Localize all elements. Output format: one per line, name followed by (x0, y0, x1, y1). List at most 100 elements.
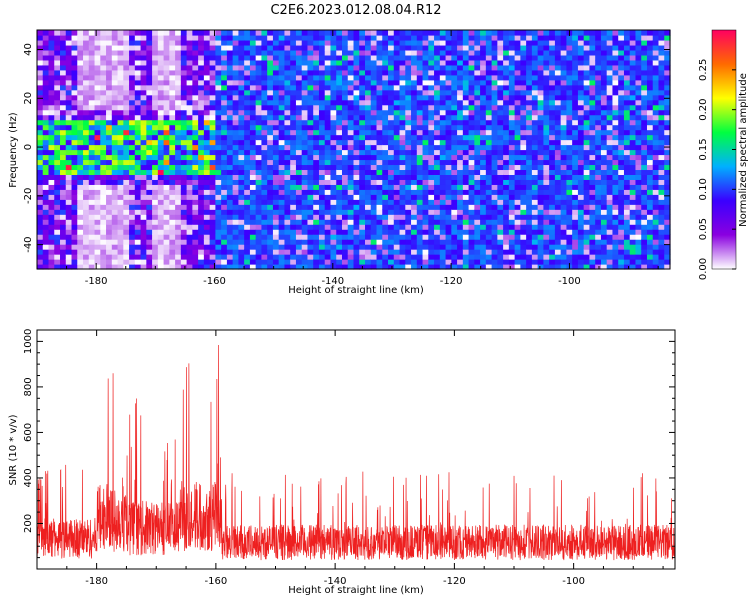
spectrogram-cell (514, 244, 521, 250)
spectrogram-cell (508, 164, 516, 171)
spectrogram-cell (169, 244, 176, 250)
spectrogram-cell (42, 129, 50, 136)
spectrogram-cell (462, 204, 470, 210)
spectrogram-cell (324, 179, 332, 185)
spectrogram-cell (399, 79, 406, 86)
spectrogram-cell (393, 149, 401, 156)
spectrogram-cell (221, 249, 228, 255)
spectrogram-cell (365, 189, 372, 195)
spectrogram-cell (261, 214, 268, 220)
spectrogram-cell (623, 229, 631, 235)
spectrogram-cell (531, 59, 539, 66)
spectrogram-cell (416, 164, 424, 171)
spectrogram-cell (623, 189, 631, 195)
spectrogram-cell (474, 59, 481, 66)
spectrogram-cell (244, 144, 251, 151)
spectrogram-cell (399, 84, 406, 91)
spectrogram-cell (526, 259, 533, 265)
spectrogram-cell (445, 164, 452, 171)
spectrogram-cell (203, 144, 211, 151)
spectrogram-cell (382, 219, 389, 225)
spectrogram-cell (290, 104, 297, 111)
spectrogram-cell (157, 34, 165, 41)
spectrogram-cell (272, 194, 280, 200)
spectrogram-cell (405, 44, 412, 51)
spectrogram-cell (347, 174, 355, 180)
spectrogram-cell (249, 104, 257, 111)
spectrogram-cell (226, 249, 234, 255)
spectrogram-cell (180, 89, 188, 96)
spectrogram-cell (416, 134, 424, 141)
spectrogram-cell (480, 39, 487, 46)
spectrogram-cell (336, 224, 343, 230)
spectrogram-cell (370, 139, 378, 146)
spectrogram-cell (623, 30, 631, 36)
spectrogram-cell (123, 154, 130, 161)
spectrogram-cell (434, 169, 441, 175)
spectrogram-cell (94, 69, 101, 76)
spectrogram-cell (623, 154, 631, 161)
spectrogram-cell (485, 79, 493, 86)
spectrogram-cell (560, 179, 568, 185)
spectrogram-cell (606, 59, 614, 66)
spectrogram-cell (526, 64, 533, 71)
spectrogram-cell (428, 69, 435, 76)
spectrogram-cell (572, 99, 579, 106)
spectrogram-cell (566, 99, 573, 106)
spectrogram-cell (284, 30, 291, 36)
spectrogram-cell (140, 174, 147, 180)
spectrogram-cell (365, 104, 372, 111)
spectrogram-cell (497, 214, 504, 220)
spectrogram-cell (508, 64, 516, 71)
spectrogram-cell (232, 59, 239, 66)
spectrogram-cell (48, 184, 55, 190)
spectrogram-cell (399, 239, 406, 245)
spectrogram-cell (163, 99, 170, 106)
spectrogram-cell (255, 204, 263, 210)
spectrogram-cell (526, 179, 533, 185)
spectrogram-cell (457, 194, 464, 200)
spectrogram-cell (123, 209, 130, 215)
spectrogram-cell (152, 129, 159, 136)
spectrogram-cell (111, 139, 119, 146)
spectrogram-cell (600, 264, 608, 270)
spectrogram-cell (186, 64, 193, 71)
spectrogram-cell (203, 104, 211, 111)
spectrogram-cell (341, 119, 349, 126)
spectrogram-cell (60, 229, 67, 235)
spectrogram-cell (42, 239, 50, 245)
spectrogram-cell (261, 224, 268, 230)
spectrogram-cell (405, 124, 412, 131)
spectrogram-cell (526, 119, 533, 126)
spectrogram-cell (244, 74, 251, 81)
spectrogram-cell (554, 214, 562, 220)
spectrogram-cell (307, 159, 314, 166)
spectrogram-cell (163, 69, 170, 76)
spectrogram-cell (577, 239, 585, 245)
spectrogram-cell (508, 219, 516, 225)
spectrogram-cell (595, 144, 602, 151)
spectrogram-cell (566, 224, 573, 230)
spectrogram-cell (434, 59, 441, 66)
spectrogram-cell (341, 104, 349, 111)
spectrogram-cell (583, 254, 591, 260)
spectrogram-cell (365, 39, 372, 46)
spectrogram-cell (111, 179, 119, 185)
spectrogram-cell (249, 174, 257, 180)
spectrogram-cell (146, 149, 153, 156)
spectrogram-cell (445, 149, 452, 156)
spectrogram-cell (169, 199, 176, 205)
spectrogram-cell (589, 149, 596, 156)
spectrogram-cell (595, 209, 602, 215)
spectrogram-cell (324, 194, 332, 200)
spectrogram-cell (290, 204, 297, 210)
spectrogram-cell (60, 59, 67, 66)
spectrogram-cell (244, 229, 251, 235)
spectrogram-cell (307, 139, 314, 146)
spectrogram-cell (439, 99, 447, 106)
spectrogram-cell (416, 224, 424, 230)
spectrogram-cell (347, 249, 355, 255)
spectrogram-cell (503, 234, 510, 240)
spectrogram-cell (37, 219, 44, 225)
spectrogram-cell (439, 264, 447, 270)
